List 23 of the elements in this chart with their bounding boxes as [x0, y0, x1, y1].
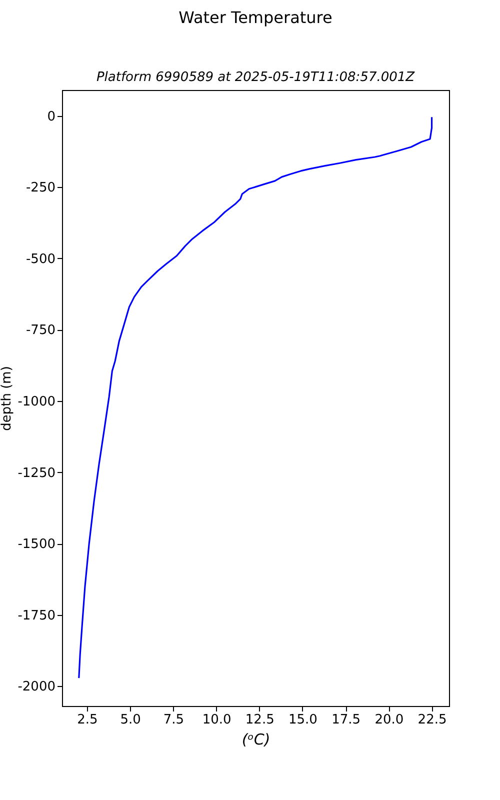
chart-title: Water Temperature	[178, 8, 332, 27]
y-tick-label: -250	[26, 180, 56, 196]
line-series	[78, 116, 433, 679]
x-tick-label: 2.5	[77, 712, 98, 728]
y-tick-label: -2000	[18, 680, 56, 695]
y-axis-title: depth (m)	[0, 366, 15, 431]
x-tick-label: 12.5	[245, 712, 274, 728]
y-tick-label: -1250	[18, 466, 56, 481]
chart-subtitle: Platform 6990589 at 2025-05-19T11:08:57.001Z	[96, 70, 416, 85]
x-tick-label: 7.5	[163, 712, 184, 728]
y-tick-label: 0	[47, 109, 56, 124]
y-tick-label: -1750	[18, 608, 56, 624]
x-tick-label: 17.5	[332, 712, 361, 728]
x-tick-label: 22.5	[418, 712, 447, 728]
x-tick-label: 20.0	[374, 712, 404, 728]
y-tick-label: -1500	[18, 537, 56, 552]
x-tick-label: 5.0	[120, 712, 141, 728]
y-tick-label: -1000	[18, 394, 56, 410]
x-tick-label: 15.0	[288, 712, 318, 728]
y-tick-label: -750	[26, 323, 56, 338]
y-tick-label: -500	[26, 252, 56, 267]
x-axis-title: (ᵒC)	[242, 730, 270, 748]
x-tick-label: 10.0	[202, 712, 232, 728]
